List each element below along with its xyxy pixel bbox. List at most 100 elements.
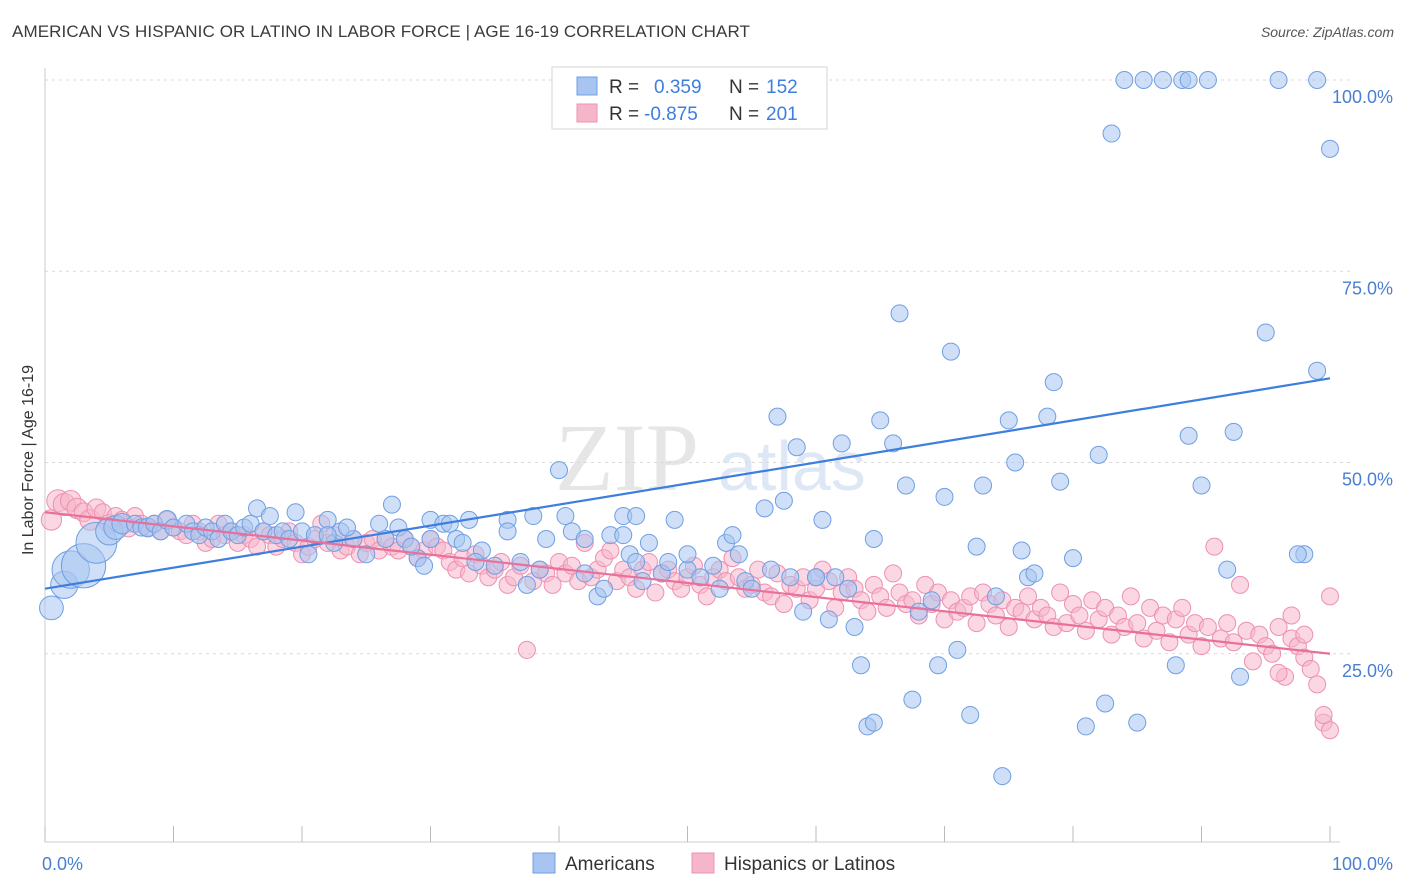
point-americans: [299, 545, 318, 564]
point-hispanics: [601, 541, 620, 560]
legend-r-value-blue: 0.359: [654, 77, 702, 98]
point-americans: [755, 499, 774, 518]
legend-n-label-blue: N =: [729, 77, 759, 98]
point-americans: [1308, 71, 1327, 89]
x-tick-label: 0.0%: [42, 854, 83, 874]
point-americans: [556, 507, 575, 526]
point-americans: [993, 767, 1012, 786]
point-americans: [896, 476, 915, 495]
point-americans: [382, 495, 401, 514]
point-americans: [524, 507, 543, 526]
y-tick-label: 25.0%: [1342, 661, 1393, 681]
point-hispanics: [1321, 721, 1339, 740]
point-hispanics: [1128, 614, 1147, 633]
point-americans: [1218, 560, 1237, 579]
point-hispanics: [1282, 606, 1301, 625]
point-hispanics: [1231, 575, 1250, 594]
point-americans: [813, 510, 832, 529]
point-americans: [762, 560, 781, 579]
point-americans: [871, 411, 890, 430]
point-americans: [974, 476, 993, 495]
point-americans: [402, 537, 421, 556]
point-americans: [768, 407, 787, 426]
point-americans: [594, 579, 613, 598]
point-americans: [948, 640, 967, 659]
point-hispanics: [1308, 675, 1327, 694]
point-americans: [961, 705, 980, 724]
point-americans: [1051, 472, 1070, 491]
point-hispanics: [858, 602, 877, 621]
point-americans: [967, 537, 986, 556]
point-hispanics: [884, 564, 903, 583]
point-americans: [710, 579, 729, 598]
legend-swatch-americans: [576, 76, 598, 96]
point-americans: [1321, 139, 1339, 158]
point-americans: [1256, 323, 1275, 342]
point-americans: [659, 552, 678, 571]
series-americans: [39, 71, 1339, 786]
point-hispanics: [1243, 652, 1262, 671]
point-americans: [1179, 426, 1198, 445]
point-americans: [794, 602, 813, 621]
point-hispanics: [1192, 637, 1211, 656]
point-americans: [1044, 373, 1063, 392]
point-hispanics: [967, 614, 986, 633]
point-americans: [890, 304, 909, 323]
point-hispanics: [1301, 660, 1320, 679]
point-hispanics: [1173, 598, 1192, 617]
point-americans: [370, 514, 389, 533]
point-americans: [466, 552, 485, 571]
point-hispanics: [1269, 663, 1288, 682]
point-americans: [1102, 124, 1121, 143]
point-americans: [537, 530, 556, 548]
point-americans: [704, 556, 723, 575]
point-americans: [1198, 71, 1217, 89]
point-americans: [627, 552, 646, 571]
point-americans: [1224, 422, 1243, 441]
source-label: Source: ZipAtlas.com: [1260, 24, 1394, 40]
point-americans: [627, 507, 646, 526]
point-americans: [517, 575, 536, 594]
point-americans: [575, 530, 594, 548]
point-americans: [633, 572, 652, 591]
point-americans: [884, 434, 903, 453]
point-hispanics: [774, 595, 793, 614]
point-americans: [1115, 71, 1134, 89]
point-americans: [1128, 713, 1147, 732]
point-hispanics: [999, 617, 1018, 636]
y-tick-label: 50.0%: [1342, 470, 1393, 490]
point-americans: [922, 591, 941, 610]
point-americans: [453, 533, 472, 552]
point-americans: [485, 556, 504, 575]
point-hispanics: [1263, 644, 1282, 663]
bottom-legend-swatch-americans: [532, 852, 556, 874]
point-americans: [1269, 71, 1288, 89]
point-americans: [511, 552, 530, 571]
point-americans: [1012, 541, 1031, 560]
point-hispanics: [1218, 614, 1237, 633]
point-hispanics: [1070, 606, 1089, 625]
point-americans: [1134, 71, 1153, 89]
bottom-legend-swatch-hispanics: [691, 852, 715, 874]
point-americans: [1179, 71, 1198, 89]
point-hispanics: [1160, 633, 1179, 652]
y-axis-label: In Labor Force | Age 16-19: [20, 364, 37, 556]
bottom-legend: Americans Hispanics or Latinos: [532, 852, 895, 875]
point-americans: [935, 487, 954, 506]
point-hispanics: [1198, 617, 1217, 636]
point-americans: [1153, 71, 1172, 89]
point-americans: [337, 518, 356, 537]
bottom-legend-hispanics: Hispanics or Latinos: [724, 854, 895, 875]
point-americans: [1096, 694, 1115, 713]
point-americans: [530, 560, 549, 579]
chart-title: AMERICAN VS HISPANIC OR LATINO IN LABOR …: [12, 22, 751, 41]
point-americans: [1006, 453, 1025, 472]
point-americans: [839, 579, 858, 598]
point-americans: [845, 617, 864, 636]
legend-r-label-blue: R =: [609, 77, 639, 98]
point-hispanics: [877, 598, 896, 617]
point-americans: [807, 568, 825, 587]
point-hispanics: [1121, 587, 1140, 606]
point-hispanics: [543, 575, 562, 594]
point-americans: [421, 530, 440, 548]
